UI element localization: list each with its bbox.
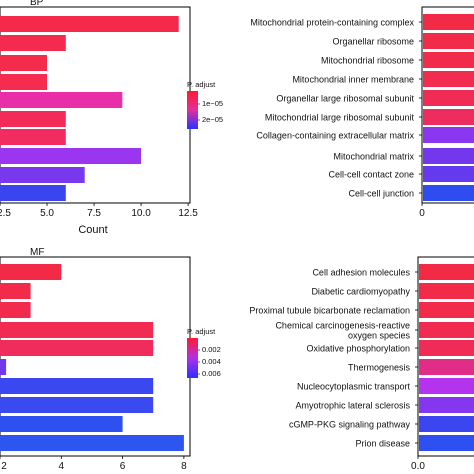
kegg-bar	[419, 340, 474, 356]
cc-category-label: Organellar ribosome	[332, 37, 414, 47]
bp-bar	[0, 148, 142, 164]
mf-legend-label: 0.002	[202, 345, 221, 354]
cc-bars	[423, 14, 474, 201]
kegg-bar	[419, 283, 474, 299]
kegg-bar	[419, 397, 474, 413]
mf-bar	[0, 302, 31, 318]
mf-title: MF	[30, 247, 44, 258]
mf-legend-colorbar	[187, 338, 198, 378]
cc-bar	[423, 71, 474, 87]
cc-category-label: Mitochondrial matrix	[333, 152, 414, 162]
cc-bar	[423, 185, 474, 201]
kegg-x-tick-label: 0.0	[411, 461, 425, 472]
bp-x-tick-label: 5.0	[40, 208, 54, 219]
cc-category-label: Mitochondrial protein-containing complex	[250, 18, 414, 28]
kegg-panel-frame	[417, 256, 474, 457]
bp-bar	[0, 55, 47, 71]
cc-x-tick-label: 0	[419, 208, 425, 219]
kegg-category-label: Amyotrophic lateral sclerosis	[295, 401, 410, 411]
bp-bar	[0, 92, 123, 108]
mf-bars	[0, 264, 184, 451]
cc-bar	[423, 33, 474, 49]
cc-bar	[423, 109, 474, 125]
cc-category-label: Collagen-containing extracellular matrix	[256, 131, 414, 141]
bp-x-tick-label: 12.5	[178, 208, 198, 219]
bp-legend-label: 1e−05	[202, 99, 223, 108]
kegg-category-label: Proximal tubule bicarbonate reclamation	[249, 306, 410, 316]
kegg-bar	[419, 359, 474, 375]
mf-legend-title: P. adjust	[187, 327, 216, 336]
kegg-category-label: cGMP-PKG signaling pathway	[289, 420, 411, 430]
mf-x-tick-label: 8	[181, 461, 187, 472]
bp-bar	[0, 185, 66, 201]
bp-x-axis-label: Count	[78, 224, 107, 236]
bp-bar	[0, 129, 66, 145]
kegg-bar	[419, 264, 474, 280]
kegg-category-label: Oxidative phosphorylation	[306, 344, 410, 354]
bp-x-tick-label: 2.5	[0, 208, 11, 219]
axis-ticks: 2.5 5.0 7.5 10.0 12.5 0 2 4 6 8 0.0	[0, 21, 425, 472]
mf-bar	[0, 359, 7, 375]
cc-bar	[423, 148, 474, 164]
cc-bar	[423, 166, 474, 182]
kegg-bar	[419, 416, 474, 432]
kegg-category-label: Thermogenesis	[348, 363, 411, 373]
bp-x-tick-label: 7.5	[87, 208, 101, 219]
mf-x-tick-label: 6	[120, 461, 126, 472]
cc-panel-frame	[421, 6, 474, 204]
mf-x-tick-label: 4	[59, 461, 65, 472]
cc-category-label: Organellar large ribosomal subunit	[276, 94, 414, 104]
bp-legend-colorbar	[187, 91, 198, 129]
mf-legend: P. adjust 0.002 0.004 0.006	[187, 327, 221, 378]
mf-legend-label: 0.004	[202, 357, 221, 366]
cc-category-label: Mitochondrial ribosome	[321, 56, 414, 66]
bp-x-tick-label: 10.0	[131, 208, 151, 219]
mf-bar	[0, 340, 154, 356]
cc-category-label: Mitochondrial large ribosomal subunit	[265, 113, 415, 123]
bp-bar	[0, 167, 85, 183]
kegg-bar	[419, 302, 474, 318]
category-labels: Mitochondrial protein-containing complex…	[249, 18, 414, 449]
kegg-category-label: Cell adhesion molecules	[312, 268, 410, 278]
kegg-category-label: Chemical carcinogenesis-reactive	[275, 321, 410, 331]
bp-legend-title: P. adjust	[187, 80, 216, 89]
kegg-bar	[419, 322, 474, 338]
bp-bar	[0, 16, 179, 32]
bp-title: BP	[30, 0, 44, 8]
mf-bar	[0, 264, 62, 280]
mf-legend-label: 0.006	[202, 369, 221, 378]
cc-bar	[423, 90, 474, 106]
cc-bar	[423, 52, 474, 68]
mf-bar	[0, 283, 31, 299]
cc-category-label: Mitochondrial inner membrane	[292, 75, 414, 85]
kegg-bar	[419, 378, 474, 394]
bp-bar	[0, 74, 47, 90]
mf-bar	[0, 322, 154, 338]
mf-bar	[0, 378, 154, 394]
mf-bar	[0, 435, 184, 451]
mf-bar	[0, 416, 123, 432]
bp-bar	[0, 111, 66, 127]
mf-x-tick-label: 2	[1, 461, 7, 472]
kegg-category-label: Diabetic cardiomyopathy	[311, 287, 410, 297]
kegg-bar	[419, 435, 474, 451]
kegg-bars	[419, 264, 474, 451]
bp-bar	[0, 35, 66, 51]
cc-bar	[423, 14, 474, 30]
bp-legend-label: 2e−05	[202, 115, 223, 124]
cc-category-label: Cell-cell contact zone	[328, 170, 414, 180]
cc-bar	[423, 127, 474, 143]
mf-bar	[0, 397, 154, 413]
kegg-category-label: Prion disease	[355, 439, 410, 449]
bp-legend: P. adjust 1e−05 2e−05	[187, 80, 223, 129]
kegg-category-label: oxygen species	[348, 331, 411, 341]
cc-category-label: Cell-cell junction	[348, 189, 414, 199]
bp-bars	[0, 16, 179, 201]
kegg-category-label: Nucleocytoplasmic transport	[297, 382, 411, 392]
